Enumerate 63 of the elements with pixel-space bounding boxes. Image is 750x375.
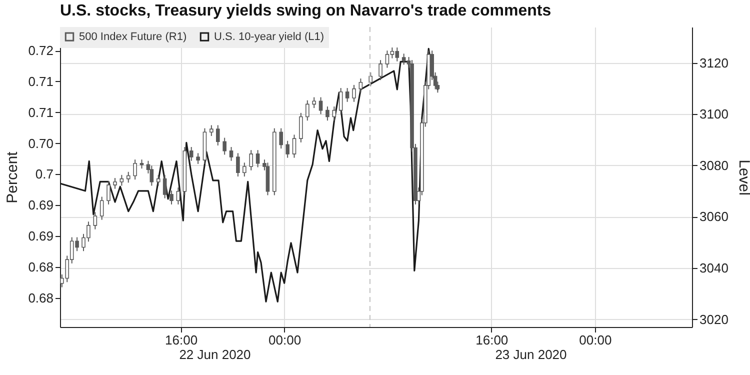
- y-tick-label: 0.68: [28, 260, 54, 274]
- candlestick: [306, 100, 310, 122]
- text: 22 Jun 2020: [179, 347, 251, 362]
- x-tick-label: 00:00: [579, 332, 612, 348]
- candlestick: [299, 112, 303, 143]
- y2-tick-label: 3080: [700, 158, 728, 173]
- chart-title: U.S. stocks, Treasury yields swing on Navarro's trade comments: [60, 2, 552, 20]
- x-tick-label: 16:00: [476, 332, 508, 348]
- candlestick: [229, 146, 234, 162]
- candlestick: [332, 106, 336, 122]
- y2-tick-label: 3060: [700, 209, 728, 224]
- y-tick-label: 0.69: [28, 228, 54, 244]
- candlestick: [345, 88, 350, 102]
- candlestick: [368, 72, 373, 87]
- candlestick: [318, 96, 323, 115]
- y-tick-label: 0.71: [28, 74, 54, 89]
- candlestick: [286, 140, 290, 158]
- candlestick: [170, 190, 174, 205]
- x-tick-label: 00:00: [268, 332, 302, 348]
- text: 23 Jun 2020: [495, 347, 567, 362]
- y-tick-label: 0.72: [28, 43, 54, 58]
- candlestick: [312, 96, 316, 109]
- candlestick: [326, 106, 330, 122]
- candlestick: [236, 152, 240, 177]
- candlestick: [378, 60, 382, 81]
- x-tick-label: 16:00: [165, 332, 198, 348]
- candlestick: [100, 196, 104, 220]
- candlestick: [338, 88, 343, 115]
- candlestick: [150, 165, 154, 186]
- candlestick: [279, 128, 283, 150]
- y-tick-label: 0.71: [28, 104, 54, 120]
- candlestick: [256, 150, 260, 168]
- candlestick: [113, 178, 117, 190]
- candlestick: [352, 84, 356, 102]
- legend-label: U.S. 10-year yield (L1): [214, 30, 324, 43]
- candlestick: [189, 146, 194, 162]
- y-tick-label: 0.70: [28, 136, 54, 151]
- candlestick: [126, 171, 130, 184]
- y-axis-title: Percent: [4, 150, 22, 204]
- candlestick: [176, 187, 180, 205]
- candlestick: [242, 162, 246, 177]
- candlestick: [210, 124, 214, 136]
- legend-label: 500 Index Future (R1): [79, 30, 187, 43]
- y2-tick-label: 3100: [700, 106, 728, 122]
- candlestick: [249, 150, 254, 171]
- candlestick: [120, 174, 124, 186]
- candlestick: [216, 124, 220, 146]
- candlestick: [93, 212, 98, 230]
- candlestick: [156, 174, 160, 186]
- y-tick-label: 0.68: [28, 290, 54, 306]
- candlestick: [106, 180, 110, 205]
- y2-tick-label: 3040: [700, 260, 728, 276]
- candlestick: [358, 78, 363, 94]
- candlestick: [196, 152, 200, 164]
- candlestick: [222, 137, 226, 156]
- y2-tick-label: 3120: [700, 55, 728, 70]
- y-tick-label: 0.69: [28, 198, 54, 213]
- candlestick: [133, 159, 137, 180]
- y-tick-label: 0.7: [35, 166, 54, 182]
- candlestick: [292, 134, 296, 158]
- candlestick: [162, 174, 167, 199]
- y2-axis-title: Level: [735, 160, 750, 196]
- y2-tick-label: 3020: [700, 312, 728, 327]
